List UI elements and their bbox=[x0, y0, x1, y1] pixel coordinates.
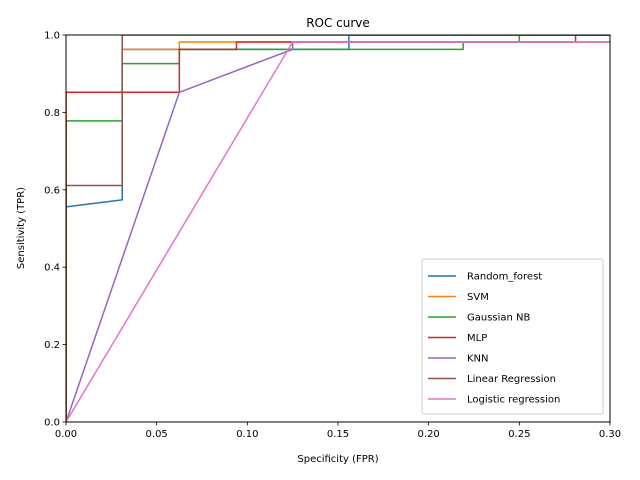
legend-label-1: SVM bbox=[467, 292, 489, 303]
x-axis-ticks: 0.00 0.05 0.10 0.15 0.20 0.25 0.30 bbox=[55, 422, 621, 440]
y-tick-label: 0.4 bbox=[44, 263, 60, 274]
series-line-3 bbox=[66, 35, 610, 422]
legend-label-0: Random_forest bbox=[467, 272, 542, 283]
x-tick-label: 0.10 bbox=[236, 429, 258, 440]
legend-label-6: Logistic regression bbox=[467, 395, 560, 406]
x-tick-label: 0.20 bbox=[418, 429, 440, 440]
y-tick-label: 0.8 bbox=[44, 108, 60, 119]
y-tick-label: 0.0 bbox=[44, 418, 60, 429]
legend-label-5: Linear Regression bbox=[467, 374, 556, 385]
legend-label-4: KNN bbox=[467, 354, 489, 365]
legend-box bbox=[421, 258, 604, 415]
legend-label-3: MLP bbox=[467, 333, 487, 344]
series-line-5 bbox=[66, 35, 610, 422]
x-tick-label: 0.30 bbox=[599, 429, 621, 440]
x-tick-label: 0.15 bbox=[327, 429, 349, 440]
y-tick-label: 0.6 bbox=[44, 185, 60, 196]
plot-lines bbox=[66, 35, 610, 422]
legend: Random_forest SVM Gaussian NB MLP KNN Linear … bbox=[421, 258, 604, 415]
series-line-6 bbox=[66, 41, 610, 422]
x-tick-label: 0.00 bbox=[55, 429, 77, 440]
y-tick-label: 0.2 bbox=[44, 340, 60, 351]
y-axis-label: Sensitivity (TPR) bbox=[16, 187, 27, 269]
chart-title: ROC curve bbox=[306, 16, 370, 30]
x-tick-label: 0.05 bbox=[146, 429, 168, 440]
legend-label-2: Gaussian NB bbox=[467, 313, 531, 324]
y-tick-label: 1.0 bbox=[44, 31, 60, 42]
y-axis-ticks: 0.0 0.2 0.4 0.6 0.8 1.0 bbox=[44, 31, 66, 429]
x-tick-label: 0.25 bbox=[508, 429, 530, 440]
x-axis-label: Specificity (FPR) bbox=[297, 454, 378, 465]
